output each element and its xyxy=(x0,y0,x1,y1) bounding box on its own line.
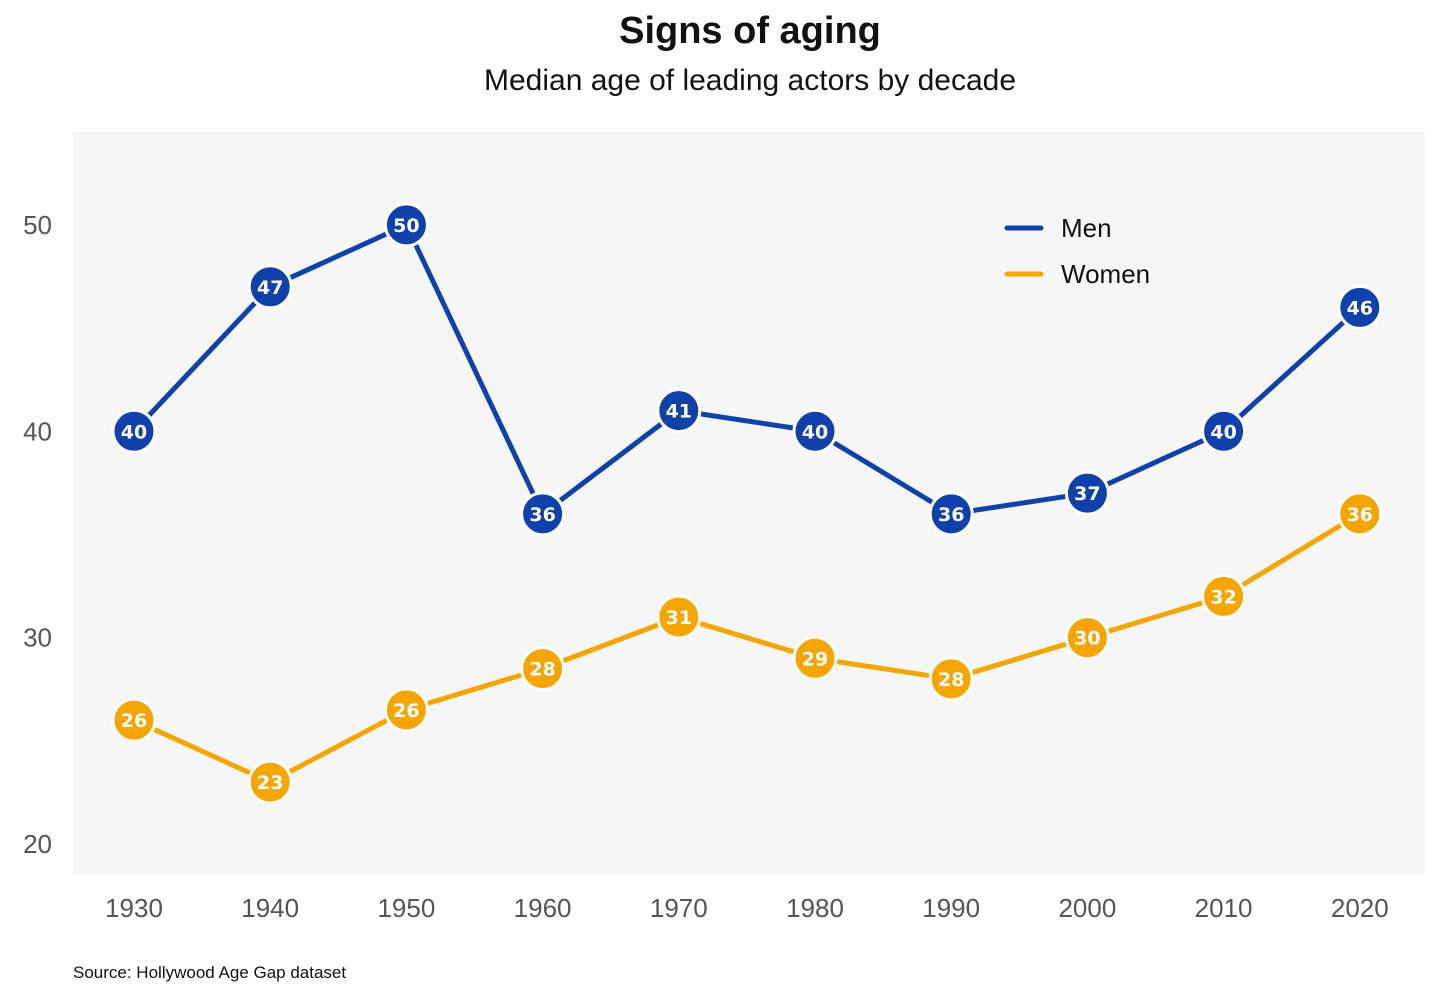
data-label: 40 xyxy=(1210,421,1236,443)
data-point xyxy=(520,646,566,692)
data-point xyxy=(792,408,838,454)
legend-label: Women xyxy=(1061,259,1150,289)
x-tick-label: 1950 xyxy=(377,893,435,923)
x-tick-label: 2020 xyxy=(1331,893,1389,923)
data-label: 26 xyxy=(121,710,147,732)
data-label: 37 xyxy=(1074,483,1100,505)
x-tick-label: 1940 xyxy=(241,893,299,923)
y-tick-label: 50 xyxy=(23,210,52,240)
data-point xyxy=(247,264,293,310)
data-point xyxy=(1337,491,1383,537)
x-tick-label: 1990 xyxy=(922,893,980,923)
data-label: 36 xyxy=(529,504,555,526)
data-point xyxy=(928,491,974,537)
y-tick-label: 20 xyxy=(23,829,52,859)
series-women: 26 23 26 28 31 29 28 30 32 36 xyxy=(111,491,1383,805)
data-point xyxy=(383,687,429,733)
data-label: 28 xyxy=(938,669,964,691)
data-point xyxy=(656,388,702,434)
data-label: 23 xyxy=(257,772,283,794)
data-point xyxy=(247,759,293,805)
series-line xyxy=(131,511,1363,785)
series-line xyxy=(131,222,1363,517)
source-note: Source: Hollywood Age Gap dataset xyxy=(73,963,346,982)
chart-title: Signs of aging xyxy=(619,10,881,52)
data-point xyxy=(928,656,974,702)
data-point xyxy=(792,635,838,681)
data-point xyxy=(111,697,157,743)
data-label: 40 xyxy=(121,421,147,443)
y-tick-label: 40 xyxy=(23,416,52,446)
x-tick-label: 1960 xyxy=(514,893,572,923)
data-point xyxy=(1337,284,1383,330)
legend-label: Men xyxy=(1061,213,1112,243)
data-point xyxy=(1064,615,1110,661)
series-men: 40 47 50 36 41 40 36 37 40 46 xyxy=(111,202,1383,537)
x-tick-label: 2000 xyxy=(1058,893,1116,923)
data-point xyxy=(520,491,566,537)
x-tick-label: 1980 xyxy=(786,893,844,923)
chart-subtitle: Median age of leading actors by decade xyxy=(484,64,1016,97)
data-label: 32 xyxy=(1210,586,1236,608)
data-label: 31 xyxy=(666,607,692,629)
data-point xyxy=(1201,408,1247,454)
data-label: 28 xyxy=(529,659,555,681)
data-label: 36 xyxy=(1347,504,1373,526)
data-point xyxy=(1201,573,1247,619)
series-layer: 40 47 50 36 41 40 36 37 40 46 26 23 26 28 31 29 28 30 32 36 xyxy=(111,202,1383,805)
data-label: 46 xyxy=(1347,297,1373,319)
data-label: 40 xyxy=(802,421,828,443)
data-label: 30 xyxy=(1074,628,1100,650)
data-label: 41 xyxy=(666,401,692,423)
data-point xyxy=(1064,470,1110,516)
x-tick-label: 2010 xyxy=(1195,893,1253,923)
y-tick-label: 30 xyxy=(23,623,52,653)
x-tick-label: 1970 xyxy=(650,893,708,923)
data-label: 47 xyxy=(257,277,283,299)
legend: Men Women xyxy=(1004,213,1150,289)
data-label: 29 xyxy=(802,648,828,670)
data-point xyxy=(111,408,157,454)
data-label: 36 xyxy=(938,504,964,526)
x-axis: 1930 1940 1950 1960 1970 1980 1990 2000 2010 2020 xyxy=(105,893,1389,923)
data-label: 26 xyxy=(393,700,419,722)
data-point xyxy=(383,202,429,248)
data-label: 50 xyxy=(393,215,419,237)
x-tick-label: 1930 xyxy=(105,893,163,923)
plot-panel xyxy=(73,132,1425,875)
y-axis: 20 30 40 50 xyxy=(23,210,52,859)
data-point xyxy=(656,594,702,640)
